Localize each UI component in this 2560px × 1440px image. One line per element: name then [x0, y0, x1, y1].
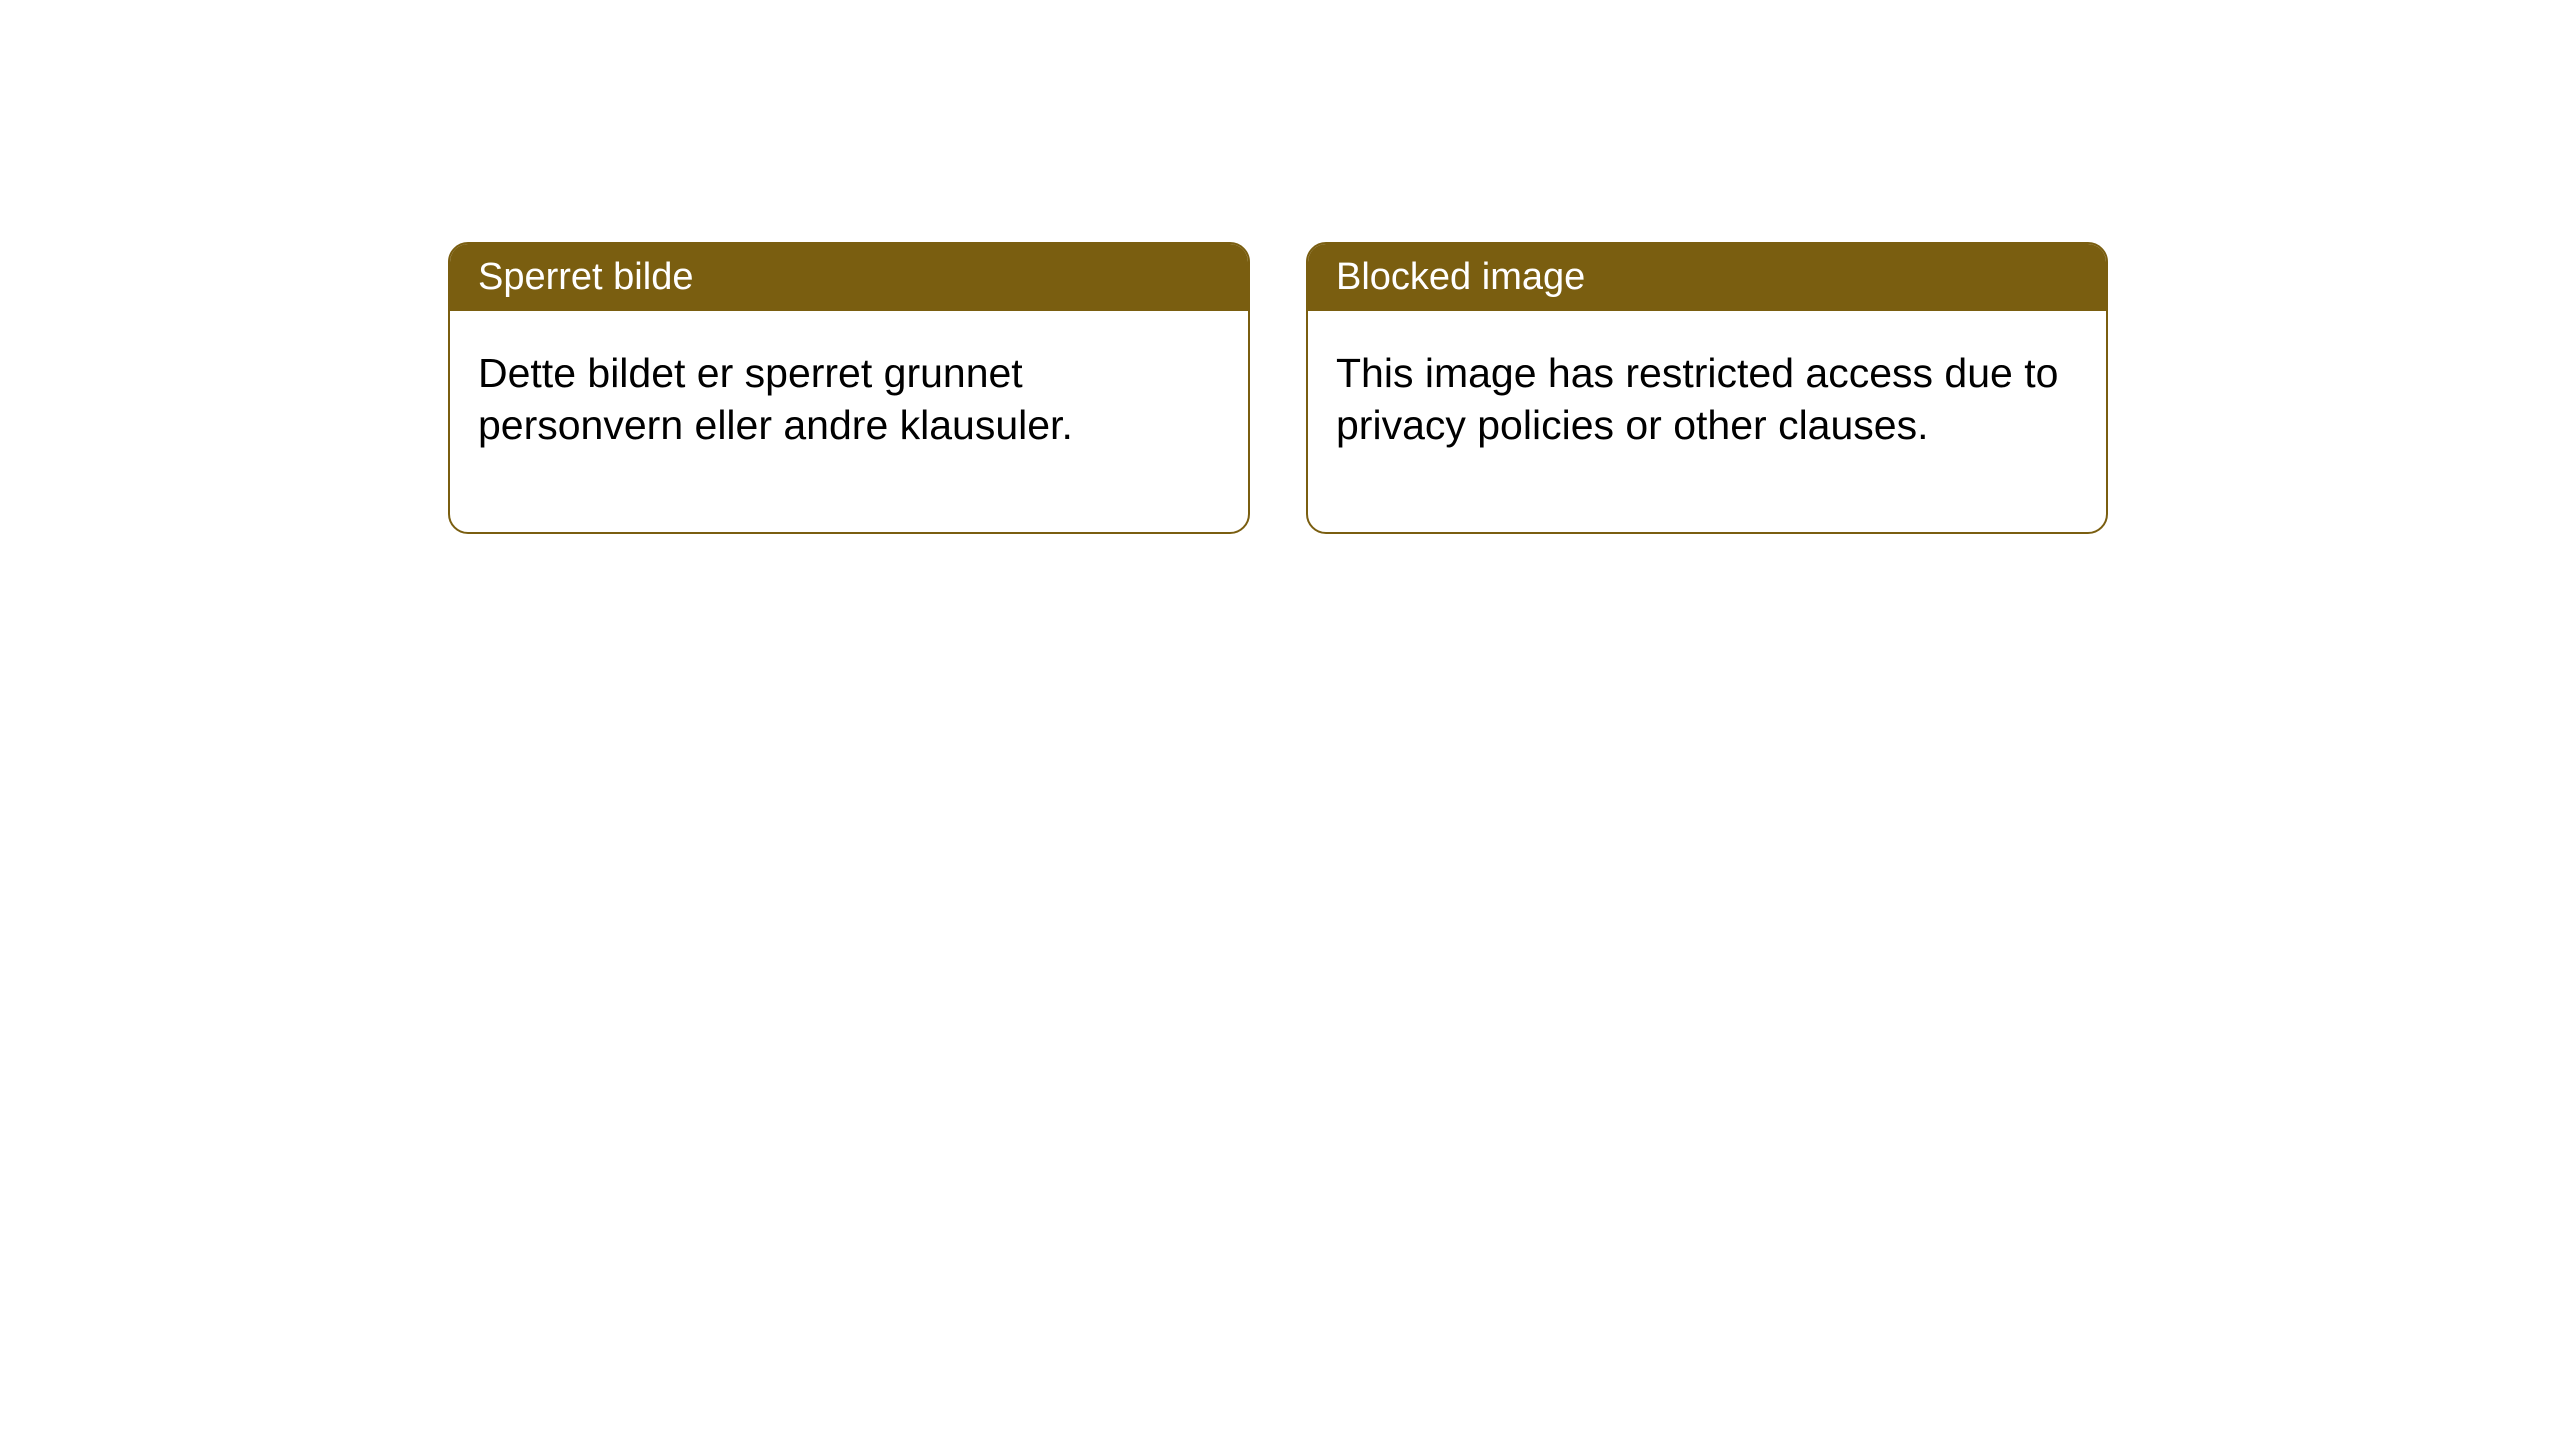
notice-card-header: Sperret bilde	[450, 244, 1248, 311]
notice-card-header: Blocked image	[1308, 244, 2106, 311]
notice-card-body: This image has restricted access due to …	[1308, 311, 2106, 532]
notice-card-container: Sperret bilde Dette bildet er sperret gr…	[448, 242, 2108, 534]
notice-card-body: Dette bildet er sperret grunnet personve…	[450, 311, 1248, 532]
notice-card-title: Sperret bilde	[478, 256, 693, 298]
notice-card-title: Blocked image	[1336, 256, 1585, 298]
notice-card-message: Dette bildet er sperret grunnet personve…	[478, 350, 1073, 448]
notice-card-norwegian: Sperret bilde Dette bildet er sperret gr…	[448, 242, 1250, 534]
notice-card-message: This image has restricted access due to …	[1336, 350, 2058, 448]
notice-card-english: Blocked image This image has restricted …	[1306, 242, 2108, 534]
